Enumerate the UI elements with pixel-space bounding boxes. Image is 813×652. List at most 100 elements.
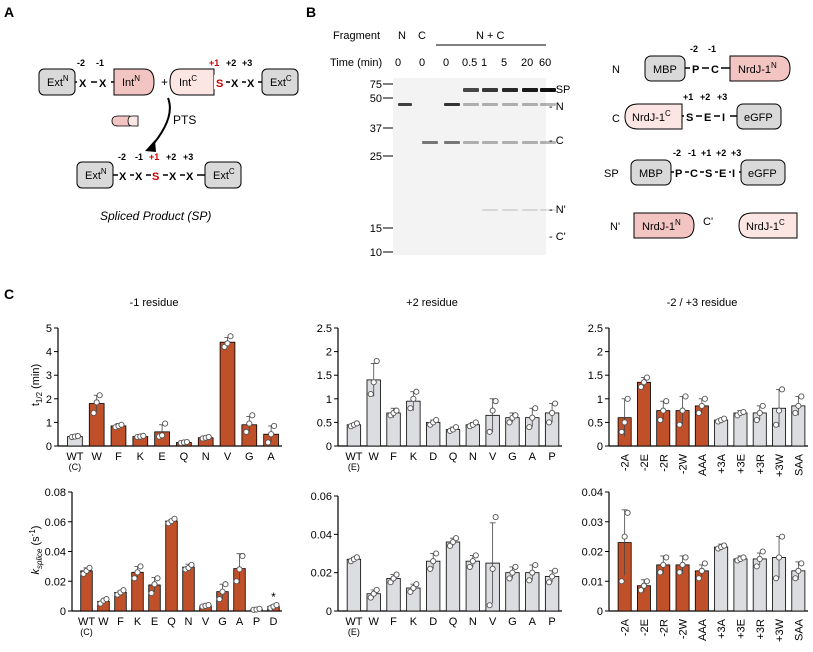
- data-point: [466, 563, 473, 570]
- data-point: [410, 395, 417, 402]
- time-label: Time (min): [330, 57, 382, 69]
- x-tick-label: N: [469, 451, 477, 463]
- splicing-arrow: [149, 97, 171, 149]
- x-tick-label: Q: [167, 616, 176, 628]
- sp-pos-plus2: +2: [716, 148, 726, 158]
- prod-pos-minus2: -2: [118, 152, 126, 162]
- x-tick-label: P: [253, 616, 260, 628]
- data-point: [640, 379, 648, 386]
- band-label: - SP: [549, 84, 570, 96]
- data-point: [162, 420, 169, 427]
- data-point: [779, 386, 786, 393]
- n-res-p: P: [692, 64, 699, 76]
- data-point: [249, 412, 256, 419]
- data-point: [792, 409, 799, 417]
- data-point: [795, 402, 802, 409]
- y-tick-label: 2: [597, 347, 603, 359]
- x-tick-label: V: [489, 451, 497, 463]
- ext-n-product-label: ExtN: [85, 167, 107, 182]
- data-point: [779, 533, 786, 540]
- x-tick-label: (C): [69, 462, 82, 472]
- data-point: [387, 579, 394, 586]
- x-tick-label: -2E: [639, 619, 651, 636]
- data-point: [621, 419, 628, 426]
- data-point: [224, 340, 231, 347]
- data-point: [256, 605, 263, 612]
- data-point: [433, 550, 440, 557]
- bar: [386, 412, 401, 447]
- bar-chart: 0 0.5 1 1.5 2 2.5 -2A -2E -2R -2W AAA +3A +3E +3R +3W S…: [588, 323, 808, 477]
- data-point: [137, 563, 144, 570]
- sp-res-p: P: [675, 168, 682, 180]
- data-point: [353, 420, 360, 427]
- construct-c-prime-label: C': [703, 216, 713, 228]
- data-point: [637, 383, 645, 391]
- y-tick-label: 0.02: [311, 568, 332, 580]
- data-point: [492, 514, 499, 521]
- data-point: [393, 407, 400, 414]
- sp-res-s: S: [705, 168, 712, 180]
- data-point: [663, 554, 670, 561]
- data-point: [413, 388, 420, 395]
- chart-title-minus2-plus3: -2 / +3 residue: [667, 297, 738, 309]
- data-point: [512, 412, 519, 419]
- gel-band: [482, 88, 498, 92]
- data-point: [643, 374, 651, 381]
- y-tick-label: 0.5: [588, 417, 603, 429]
- bar: [636, 381, 651, 447]
- gel-band: [502, 209, 518, 211]
- y-tick-label: 4: [46, 347, 52, 359]
- int-n-box: [113, 68, 155, 96]
- y-tick-label: 1: [46, 417, 52, 429]
- data-point: [159, 432, 166, 439]
- data-point: [407, 588, 414, 595]
- data-point: [660, 407, 667, 414]
- gel-band: [540, 141, 556, 144]
- res-plus2-top: X: [231, 78, 239, 90]
- sp-egfp-label: eGFP: [748, 168, 777, 180]
- n-pos-minus2: -2: [690, 44, 698, 54]
- x-tick-label: AAA: [697, 453, 709, 476]
- bar: [219, 341, 236, 447]
- construct-c-label: C: [612, 113, 620, 125]
- construct-n-prime-label: N': [610, 221, 620, 233]
- time-value: 0: [419, 57, 425, 69]
- gel-band: [398, 103, 412, 106]
- data-point: [273, 602, 280, 609]
- chart-title-plus2: +2 residue: [406, 297, 458, 309]
- data-point: [753, 563, 760, 570]
- x-tick-label: A: [267, 451, 275, 463]
- sp-res-e: E: [719, 168, 726, 180]
- x-tick-label: F: [115, 451, 122, 463]
- data-point: [236, 566, 243, 573]
- x-tick-label: +3R: [755, 619, 767, 640]
- x-tick-label: SAA: [793, 453, 805, 476]
- data-point: [682, 393, 689, 400]
- sp-pos-plus1: +1: [701, 148, 711, 158]
- x-tick-label: +3A: [716, 618, 728, 639]
- data-point: [86, 564, 93, 571]
- bar-chart: 0 0.02 0.04 0.06 WT(E) W F K D Q N V G A P: [311, 491, 562, 637]
- x-tick-label: K: [410, 616, 418, 628]
- sp-pos-minus2: -2: [673, 148, 681, 158]
- data-point: [93, 399, 100, 406]
- data-point: [546, 579, 553, 586]
- data-point: [529, 569, 536, 576]
- x-tick-label: WT: [345, 616, 362, 628]
- gel-band: [540, 209, 556, 211]
- c-res-i: I: [722, 112, 725, 124]
- c-pos-plus2: +2: [700, 92, 710, 102]
- band-label: - N: [549, 101, 564, 113]
- data-point: [134, 569, 141, 576]
- prod-plus3: X: [186, 171, 194, 183]
- x-tick-label: A: [529, 616, 537, 628]
- data-point: [489, 565, 496, 572]
- pos-plus2-top: +2: [226, 58, 236, 68]
- data-point: [773, 421, 780, 428]
- x-tick-label: A: [529, 451, 537, 463]
- int-c-label: IntC: [179, 74, 197, 89]
- mw-marker: 37: [370, 123, 382, 135]
- time-value: 1: [481, 57, 487, 69]
- construct-n-label: N: [612, 64, 620, 76]
- gel-band: [540, 88, 556, 92]
